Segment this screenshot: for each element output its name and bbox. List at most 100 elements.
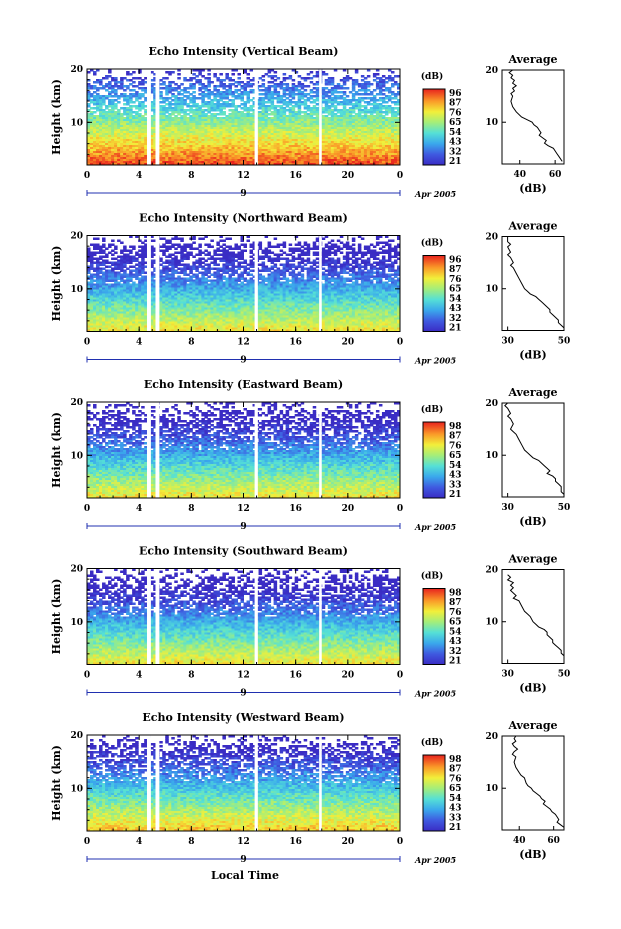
x-tick-label: 12: [237, 504, 250, 514]
heatmap-field: [87, 735, 401, 832]
x-tick-label: 0: [84, 504, 90, 514]
colorbar-tick-label: 54: [449, 627, 462, 637]
profile-y-tick-label: 10: [485, 451, 498, 461]
heatmap-field: [87, 569, 401, 666]
x-tick-label: 16: [289, 504, 302, 514]
colorbar-tick-label: 96: [449, 256, 462, 266]
x-tick-label: 8: [188, 837, 194, 847]
x-tick-label: 12: [237, 171, 250, 181]
colorbar-tick-label: 87: [449, 765, 462, 775]
y-axis-label: Height (km): [50, 246, 63, 322]
data-gap: [147, 68, 151, 165]
profile-x-tick-label: 50: [558, 503, 571, 513]
date-label: 9: [240, 356, 246, 366]
x-tick-label: 0: [397, 338, 403, 348]
profile-title: Average: [507, 553, 557, 566]
x-tick-label: 20: [342, 837, 355, 847]
profile-line: [505, 403, 564, 494]
colorbar-tick-label: 32: [449, 314, 462, 324]
y-tick-label: 10: [70, 118, 83, 128]
profile-x-label: (dB): [519, 182, 546, 195]
data-gap: [147, 235, 151, 332]
profile-y-tick-label: 10: [485, 285, 498, 295]
colorbar: [423, 422, 445, 498]
data-gap: [255, 734, 258, 831]
data-gap: [255, 401, 258, 498]
chart-title: Echo Intensity (Vertical Beam): [148, 45, 338, 58]
profile-y-tick-label: 20: [485, 66, 498, 76]
date-label-right: Apr 2005: [414, 356, 457, 366]
y-tick-label: 20: [70, 398, 83, 408]
data-gap: [255, 68, 258, 165]
x-axis-label: Local Time: [211, 869, 279, 882]
data-gap: [147, 401, 151, 498]
profile-x-label: (dB): [519, 349, 546, 362]
x-tick-label: 20: [342, 504, 355, 514]
profile-y-tick-label: 20: [485, 566, 498, 576]
colorbar-tick-label: 21: [449, 657, 462, 667]
colorbar-tick-label: 43: [449, 637, 462, 647]
profile-title: Average: [507, 220, 557, 233]
colorbar-tick-label: 43: [449, 804, 462, 814]
colorbar-tick-label: 33: [449, 480, 462, 490]
colorbar-tick-label: 65: [449, 618, 462, 628]
x-tick-label: 4: [136, 671, 142, 681]
date-label-right: Apr 2005: [414, 689, 457, 699]
date-label-right: Apr 2005: [414, 855, 457, 865]
x-tick-label: 4: [136, 837, 142, 847]
x-tick-label: 12: [237, 837, 250, 847]
colorbar-tick-label: 65: [449, 118, 462, 128]
data-gap: [155, 734, 159, 831]
chart-title: Echo Intensity (Westward Beam): [142, 711, 344, 724]
profile-x-tick-label: 50: [558, 337, 571, 347]
profile-title: Average: [507, 53, 557, 66]
colorbar-tick-label: 21: [449, 324, 462, 334]
date-label-right: Apr 2005: [414, 189, 457, 199]
x-tick-label: 0: [397, 837, 403, 847]
heatmap-field: [87, 402, 401, 499]
profile-line: [508, 237, 564, 328]
profile-y-tick-label: 20: [485, 233, 498, 243]
date-label: 9: [240, 189, 246, 199]
y-tick-label: 20: [70, 65, 83, 75]
colorbar-tick-label: 21: [449, 490, 462, 500]
colorbar-tick-label: 32: [449, 147, 462, 157]
date-label-right: Apr 2005: [414, 522, 457, 532]
colorbar-tick-label: 87: [449, 99, 462, 109]
data-gap: [155, 68, 159, 165]
profile-x-tick-label: 60: [549, 170, 562, 180]
colorbar-tick-label: 87: [449, 598, 462, 608]
colorbar-tick-label: 87: [449, 265, 462, 275]
colorbar-tick-label: 33: [449, 813, 462, 823]
colorbar-tick-label: 65: [449, 285, 462, 295]
panel-4: Echo Intensity (Southward Beam)0 4 8 12 16 20…: [50, 545, 570, 699]
data-gap: [155, 568, 159, 665]
profile-y-tick-label: 10: [485, 618, 498, 628]
x-tick-label: 0: [84, 671, 90, 681]
colorbar: [423, 589, 445, 665]
panel-5: Echo Intensity (Westward Beam)0 4 8 12 16 20 0…: [50, 711, 564, 865]
x-tick-label: 4: [136, 338, 142, 348]
panel-2: Echo Intensity (Northward Beam)0 4 8 12 16 20…: [50, 212, 570, 366]
colorbar-tick-label: 54: [449, 294, 462, 304]
chart-title: Echo Intensity (Southward Beam): [139, 545, 348, 558]
date-label: 9: [240, 689, 246, 699]
chart-title: Echo Intensity (Northward Beam): [139, 212, 348, 225]
profile-line: [512, 736, 564, 827]
x-tick-label: 20: [342, 671, 355, 681]
profile-y-tick-label: 10: [485, 118, 498, 128]
date-label: 9: [240, 522, 246, 532]
profile-x-tick-label: 30: [501, 503, 514, 513]
colorbar: [423, 89, 445, 165]
data-gap: [255, 568, 258, 665]
x-tick-label: 20: [342, 171, 355, 181]
x-tick-label: 16: [289, 671, 302, 681]
profile-x-tick-label: 40: [513, 836, 526, 846]
x-tick-label: 12: [237, 671, 250, 681]
data-gap: [319, 401, 322, 498]
y-tick-label: 20: [70, 565, 83, 575]
x-tick-label: 8: [188, 171, 194, 181]
colorbar-tick-label: 54: [449, 794, 462, 804]
y-axis-label: Height (km): [50, 745, 63, 821]
colorbar-tick-label: 98: [449, 755, 462, 765]
